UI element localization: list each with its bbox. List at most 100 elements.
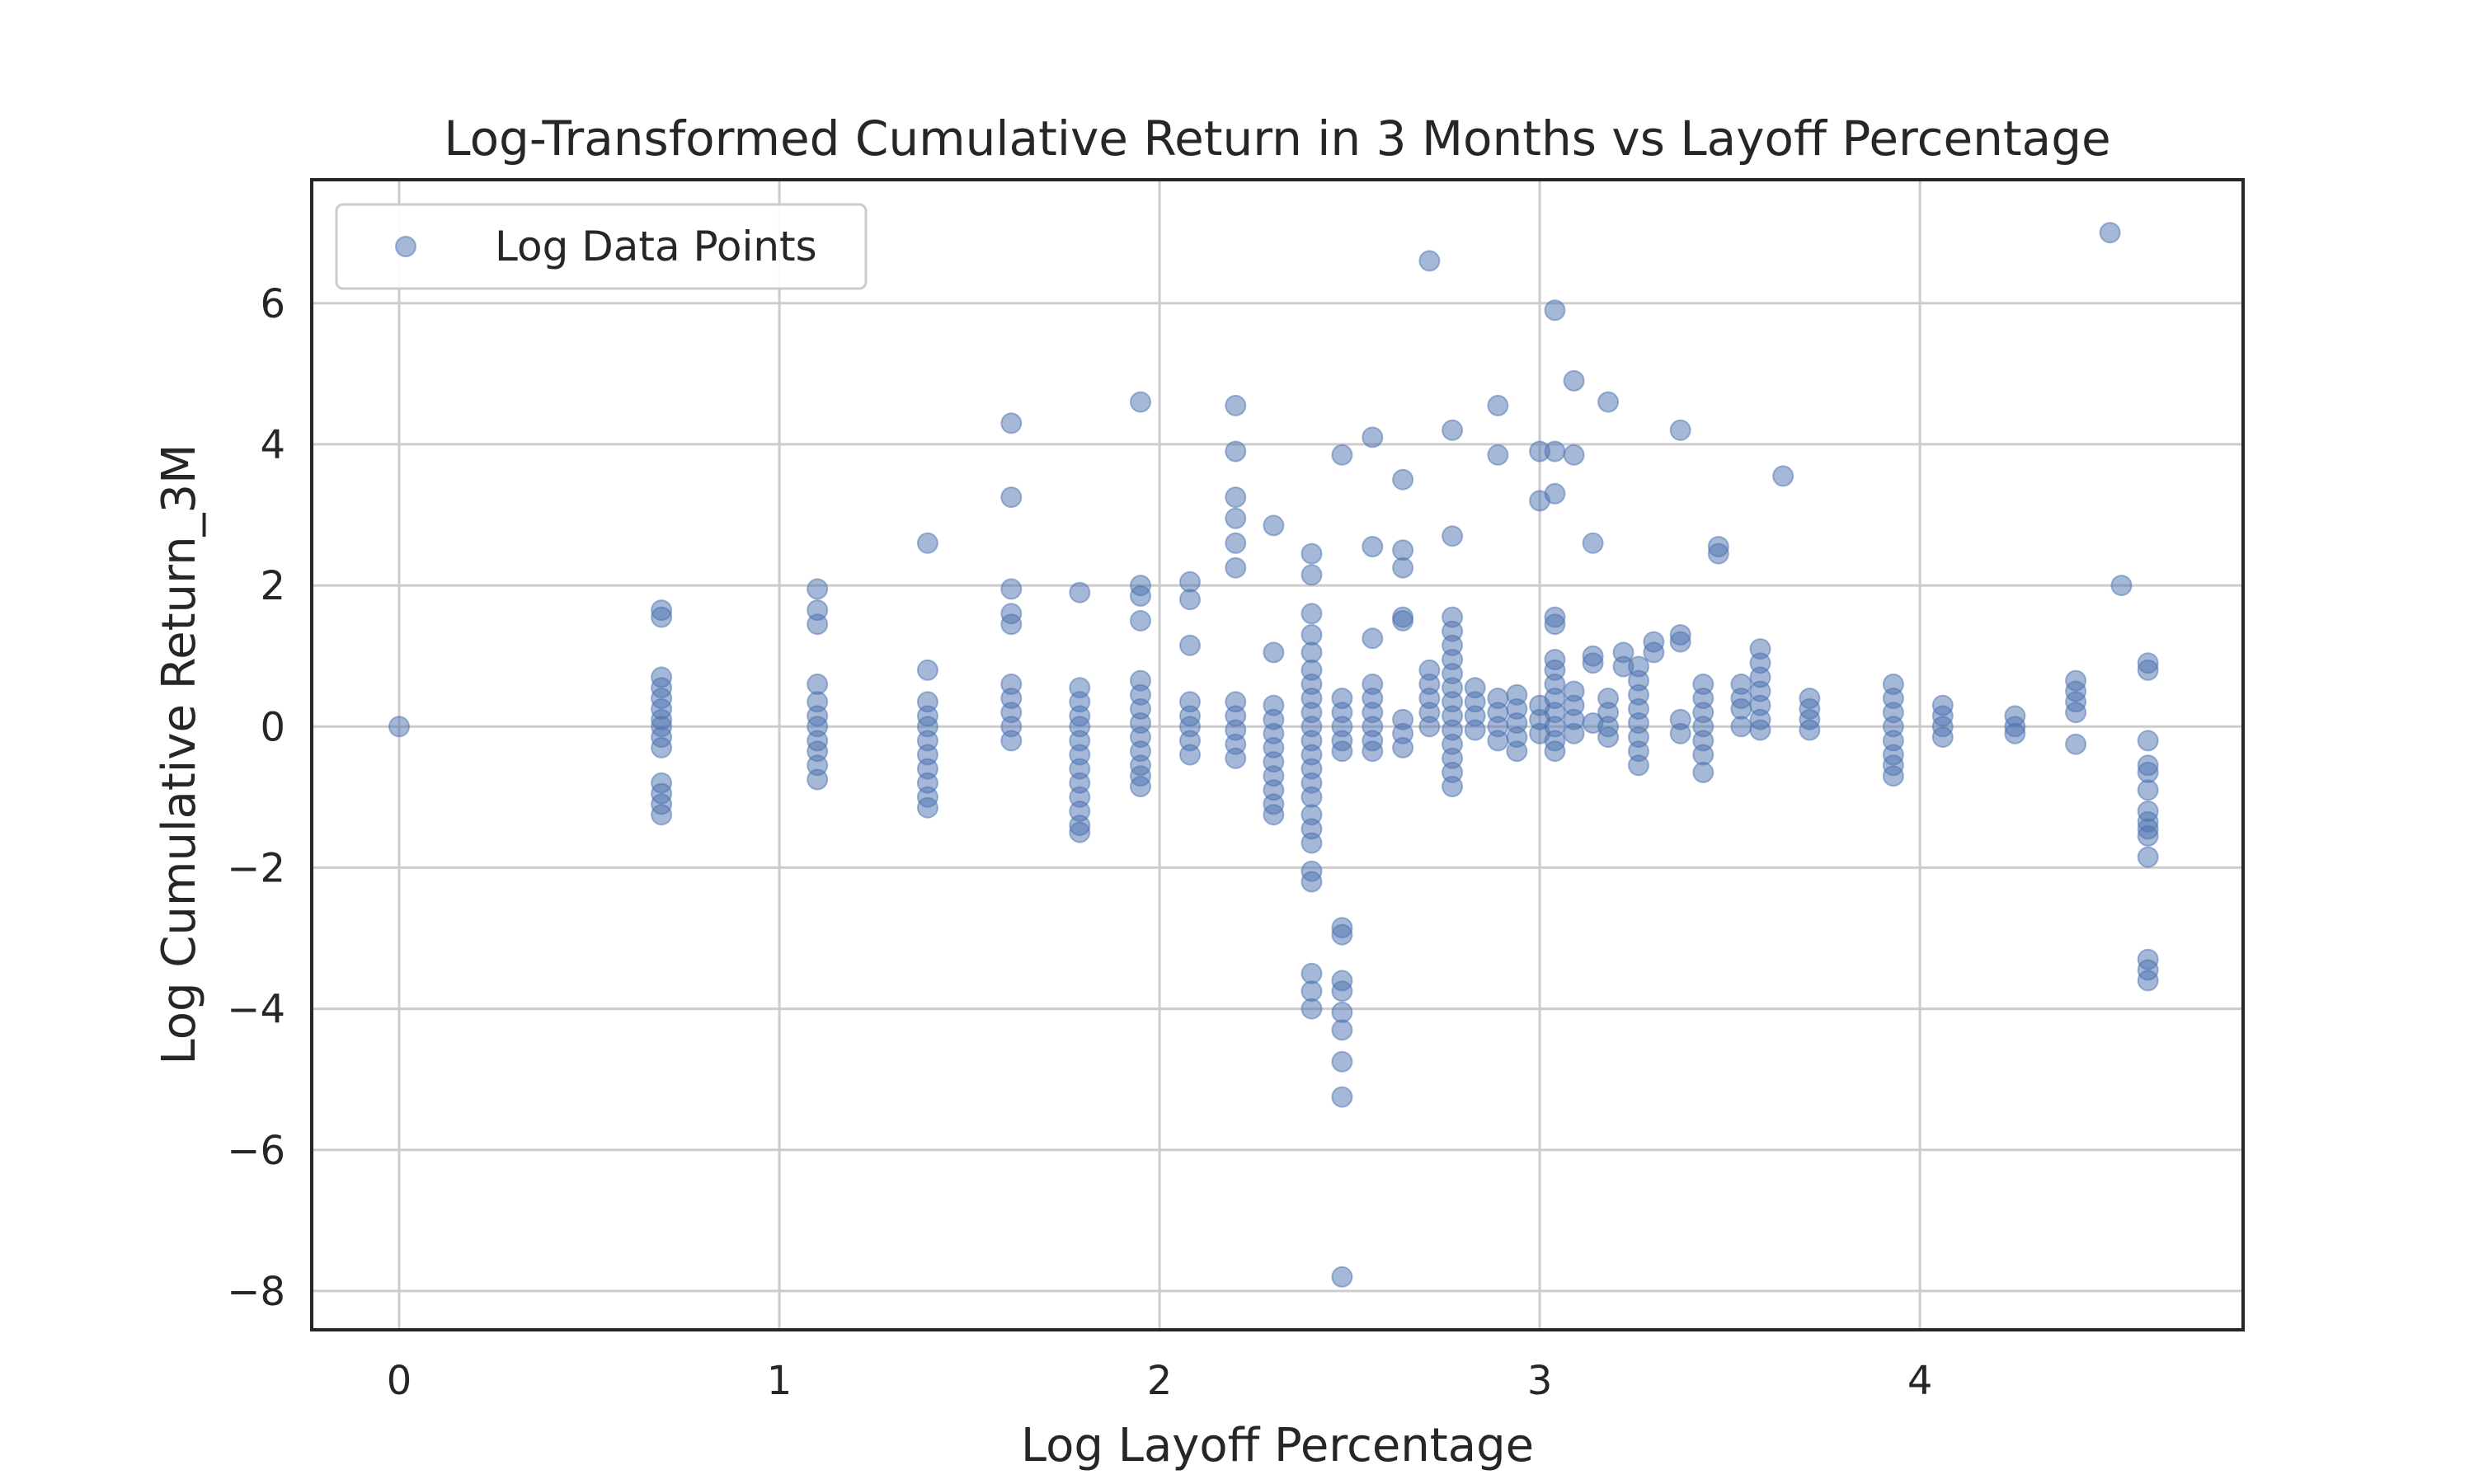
data-point [1563,444,1585,466]
x-tick-label: 1 [767,1358,793,1404]
y-tick-label: 2 [260,563,285,609]
data-point [1563,369,1585,392]
data-point [2137,846,2159,868]
data-point [1000,412,1023,434]
data-point [1000,486,1023,509]
data-point [1392,609,1414,632]
data-point [651,606,673,628]
y-tick-label: 6 [260,281,285,327]
x-tick-label: 0 [387,1358,412,1404]
legend: Log Data Points [335,203,868,290]
y-tick-label: −4 [227,987,285,1033]
data-point [1225,394,1247,416]
data-point [1442,419,1464,441]
data-point [651,736,673,758]
y-tick-label: −6 [227,1128,285,1174]
data-point [1362,426,1384,448]
data-point [1331,1050,1353,1073]
data-point [1331,1086,1353,1108]
data-point [2137,779,2159,801]
data-point [1544,740,1566,763]
data-point [1225,440,1247,463]
data-point [1300,998,1323,1020]
data-point [1418,250,1441,272]
data-point [916,532,938,554]
data-point [1643,641,1665,664]
x-tick-label: 3 [1527,1358,1553,1404]
data-point [1597,391,1620,413]
data-point [1300,542,1323,565]
data-point [2099,222,2121,244]
data-point [1331,444,1353,466]
data-point [1669,722,1691,744]
data-point [2137,824,2159,847]
data-point [1179,744,1201,766]
data-point [1300,564,1323,586]
data-point [1331,740,1353,763]
data-point [807,613,829,636]
data-point [1730,716,1752,738]
data-point [1442,776,1464,797]
data-point [1544,440,1566,463]
data-point [1331,1019,1353,1041]
data-point [1225,532,1247,554]
data-point [1179,634,1201,656]
legend-box [335,203,868,290]
data-point [1544,613,1566,636]
data-point [1263,641,1285,664]
data-point [1179,589,1201,611]
y-tick-label: 0 [260,704,285,750]
data-point [1669,631,1691,653]
data-point [1225,507,1247,529]
data-point [1130,776,1151,797]
y-tick-label: 4 [260,422,285,468]
data-point [1362,536,1384,557]
data-point [1331,923,1353,946]
x-tick-label: 4 [1907,1358,1933,1404]
data-point [1707,542,1729,565]
data-point [1300,832,1323,854]
data-point [1544,299,1566,322]
data-point [1487,394,1509,416]
data-point [2065,733,2087,755]
data-point [1392,736,1414,758]
data-point [1225,747,1247,769]
data-point [1225,486,1247,509]
data-point [807,578,829,600]
data-point [1628,754,1649,777]
data-point [1069,581,1091,603]
chart-title: Log-Transformed Cumulative Return in 3 M… [444,110,2110,167]
data-point [651,804,673,826]
data-point [1000,578,1023,600]
y-tick-label: −8 [227,1269,285,1315]
legend-label: Log Data Points [495,223,817,270]
data-point [1130,585,1151,607]
data-point [1597,726,1620,749]
data-point [1000,613,1023,636]
data-point [1300,871,1323,893]
data-point [1069,821,1091,843]
data-point [916,659,938,681]
data-point [1749,719,1771,741]
data-point [1130,391,1151,413]
data-point [1799,719,1821,741]
data-point [2004,722,2026,744]
data-point [1000,730,1023,752]
data-point [1882,765,1904,787]
data-points [388,222,2159,1288]
data-point [1582,532,1604,554]
data-point [1442,525,1464,547]
legend-marker [395,236,416,257]
data-point [1464,719,1486,741]
data-point [2137,970,2159,992]
data-point [1300,603,1323,625]
data-point [2110,575,2133,597]
data-point [807,768,829,791]
data-point [1392,468,1414,491]
plot-area-frame [310,178,2245,1331]
y-axis-label: Log Cumulative Return_3M [153,444,206,1064]
data-point [1362,740,1384,763]
data-point [1331,980,1353,1003]
data-point [1582,652,1604,674]
